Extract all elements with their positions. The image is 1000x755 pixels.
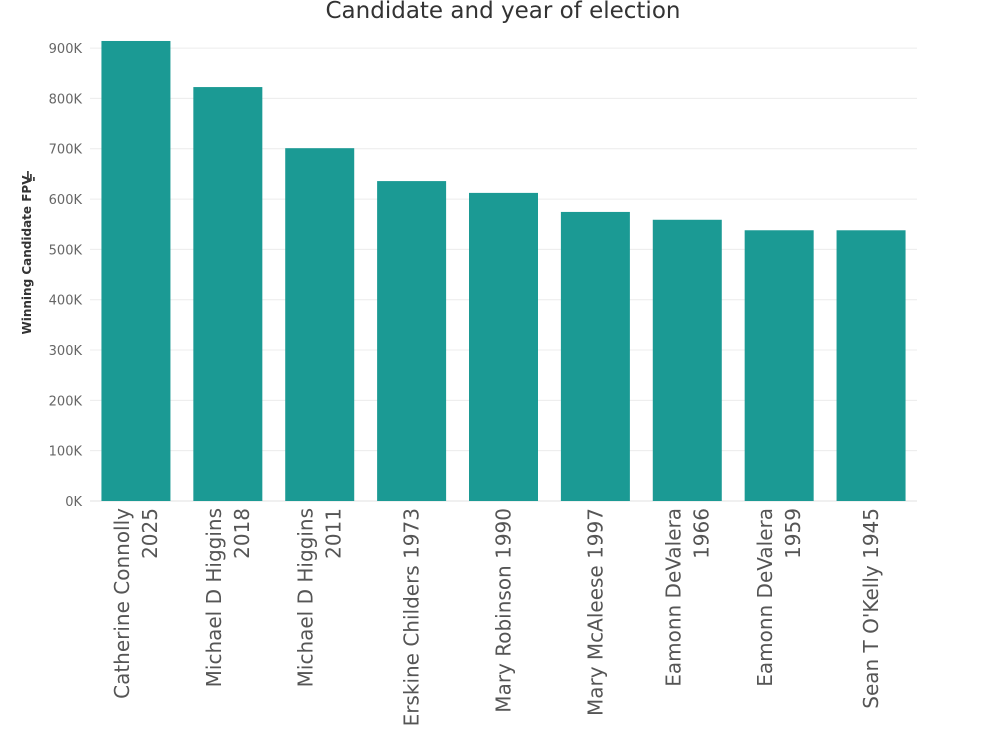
y-tick-label: 200K xyxy=(49,394,83,409)
y-tick-label: 900K xyxy=(49,42,83,57)
x-category-label: 1966 xyxy=(689,508,713,559)
x-category-label: 1959 xyxy=(781,508,805,559)
bar[interactable] xyxy=(193,87,263,501)
y-axis-label: Winning Candidate FPV xyxy=(20,175,34,335)
x-category-label: Mary McAleese 1997 xyxy=(583,508,607,716)
x-category-label: Erskine Childers 1973 xyxy=(400,508,424,726)
bar[interactable] xyxy=(101,40,171,502)
y-tick-label: 0K xyxy=(65,495,82,510)
x-category-label: Sean T O'Kelly 1945 xyxy=(859,508,883,709)
sort-icon-bar xyxy=(33,177,35,181)
y-axis-title[interactable]: Winning Candidate FPV xyxy=(20,171,35,335)
y-tick-label: 700K xyxy=(49,143,83,158)
sort-icon-bar xyxy=(27,171,29,181)
bar[interactable] xyxy=(469,192,538,501)
bar[interactable] xyxy=(560,211,630,502)
x-category-label: Eamonn DeValera xyxy=(661,508,685,687)
y-tick-label: 800K xyxy=(49,92,83,107)
x-category-label: 2018 xyxy=(230,508,254,559)
x-category-label: Eamonn DeValera xyxy=(753,508,777,687)
bar[interactable] xyxy=(652,219,722,501)
bars xyxy=(101,40,906,502)
x-category-label: Michael D Higgins xyxy=(202,508,226,687)
x-category-label: 2025 xyxy=(138,508,162,559)
x-axis-labels: Catherine Connolly 2025 Michael D Higgins 2… xyxy=(110,508,883,727)
bar[interactable] xyxy=(836,230,906,501)
sort-descending-icon[interactable] xyxy=(27,171,35,181)
y-tick-label: 100K xyxy=(49,445,83,460)
bar[interactable] xyxy=(744,230,814,501)
bar[interactable] xyxy=(377,181,447,502)
y-tick-label: 300K xyxy=(49,344,83,359)
y-tick-label: 500K xyxy=(49,243,83,258)
x-category-label: 2011 xyxy=(322,508,346,559)
y-tick-label: 600K xyxy=(49,193,83,208)
y-tick-label: 400K xyxy=(49,294,83,309)
sort-icon-bar xyxy=(30,174,32,181)
bar[interactable] xyxy=(285,148,355,502)
x-category-label: Michael D Higgins xyxy=(294,508,318,687)
x-category-label: Mary Robinson 1990 xyxy=(492,508,516,713)
y-axis-ticks: 0K 100K 200K 300K 400K 500K 600K 700K 800K 900K xyxy=(49,42,83,510)
chart-title: Candidate and year of election xyxy=(325,0,681,24)
x-category-label: Catherine Connolly xyxy=(110,508,134,699)
